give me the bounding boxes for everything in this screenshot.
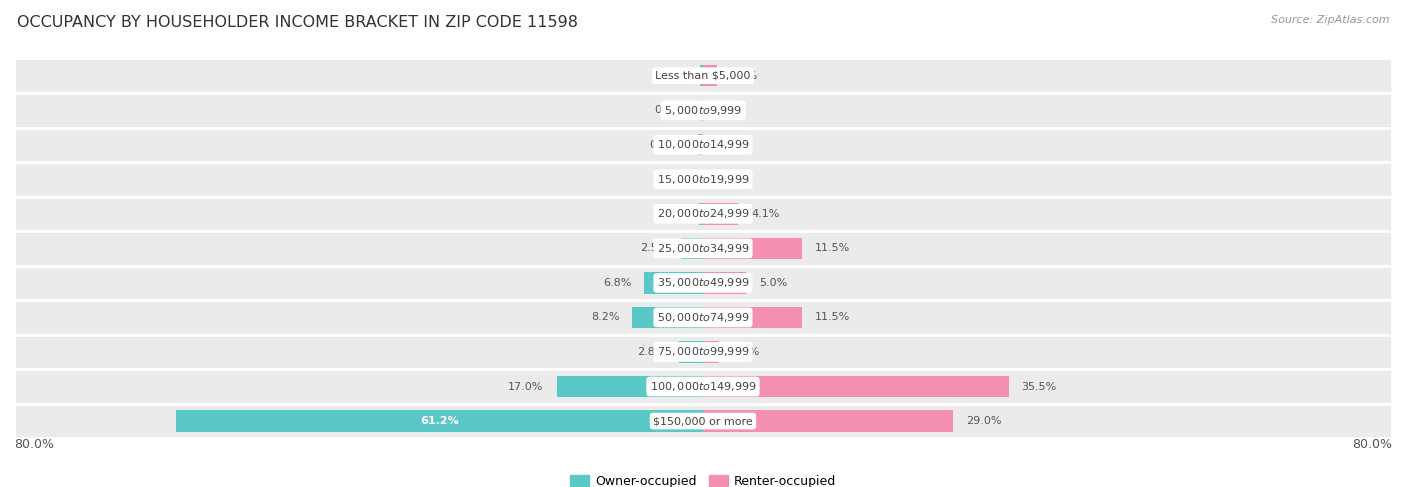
Text: 35.5%: 35.5%	[1022, 381, 1057, 392]
Bar	[14, 231, 1392, 265]
Text: 17.0%: 17.0%	[509, 381, 544, 392]
Legend: Owner-occupied, Renter-occupied: Owner-occupied, Renter-occupied	[565, 470, 841, 487]
Bar	[14, 197, 1392, 231]
Text: 0.3%: 0.3%	[659, 71, 688, 81]
Text: 6.8%: 6.8%	[603, 278, 631, 288]
Text: 0.0%: 0.0%	[662, 174, 690, 184]
Text: 2.8%: 2.8%	[637, 347, 666, 357]
Text: 2.5%: 2.5%	[640, 244, 669, 253]
Text: $35,000 to $49,999: $35,000 to $49,999	[657, 277, 749, 289]
Bar	[557, 376, 703, 397]
Text: 0.0%: 0.0%	[716, 105, 744, 115]
Text: $150,000 or more: $150,000 or more	[654, 416, 752, 426]
Text: OCCUPANCY BY HOUSEHOLDER INCOME BRACKET IN ZIP CODE 11598: OCCUPANCY BY HOUSEHOLDER INCOME BRACKET …	[17, 15, 578, 30]
Bar	[14, 369, 1392, 404]
Bar	[703, 238, 801, 259]
Bar	[633, 307, 703, 328]
Bar	[14, 265, 1392, 300]
Bar	[703, 65, 717, 86]
Text: 11.5%: 11.5%	[815, 244, 851, 253]
Text: 0.09%: 0.09%	[654, 105, 689, 115]
Text: Less than $5,000: Less than $5,000	[655, 71, 751, 81]
Bar	[176, 411, 703, 432]
Bar	[644, 272, 703, 294]
Text: $75,000 to $99,999: $75,000 to $99,999	[657, 345, 749, 358]
Text: 5.0%: 5.0%	[759, 278, 787, 288]
Bar	[14, 335, 1392, 369]
Bar	[697, 134, 703, 155]
Text: 0.0%: 0.0%	[716, 140, 744, 150]
Text: 4.1%: 4.1%	[751, 209, 779, 219]
Text: 0.5%: 0.5%	[658, 209, 686, 219]
Bar	[703, 341, 720, 363]
Text: 1.9%: 1.9%	[733, 347, 761, 357]
Bar	[14, 404, 1392, 438]
Text: 0.62%: 0.62%	[650, 140, 685, 150]
Text: 0.0%: 0.0%	[716, 174, 744, 184]
Bar	[700, 65, 703, 86]
Bar	[14, 128, 1392, 162]
Bar	[703, 307, 801, 328]
Bar	[14, 58, 1392, 93]
Bar	[703, 411, 953, 432]
Text: $10,000 to $14,999: $10,000 to $14,999	[657, 138, 749, 151]
Text: $15,000 to $19,999: $15,000 to $19,999	[657, 173, 749, 186]
Bar	[682, 238, 703, 259]
Bar	[703, 203, 738, 225]
Bar	[679, 341, 703, 363]
Text: $5,000 to $9,999: $5,000 to $9,999	[664, 104, 742, 117]
Text: 1.6%: 1.6%	[730, 71, 758, 81]
Text: $50,000 to $74,999: $50,000 to $74,999	[657, 311, 749, 324]
Bar	[14, 300, 1392, 335]
Text: 80.0%: 80.0%	[1353, 438, 1392, 451]
Text: 80.0%: 80.0%	[14, 438, 53, 451]
Bar	[703, 272, 747, 294]
Text: $20,000 to $24,999: $20,000 to $24,999	[657, 207, 749, 220]
Bar	[14, 93, 1392, 128]
Text: 11.5%: 11.5%	[815, 313, 851, 322]
Text: $100,000 to $149,999: $100,000 to $149,999	[650, 380, 756, 393]
Text: $25,000 to $34,999: $25,000 to $34,999	[657, 242, 749, 255]
Bar	[14, 162, 1392, 197]
Bar	[703, 376, 1008, 397]
Text: Source: ZipAtlas.com: Source: ZipAtlas.com	[1271, 15, 1389, 25]
Text: 61.2%: 61.2%	[420, 416, 458, 426]
Text: 29.0%: 29.0%	[966, 416, 1001, 426]
Text: 8.2%: 8.2%	[591, 313, 620, 322]
Bar	[699, 203, 703, 225]
